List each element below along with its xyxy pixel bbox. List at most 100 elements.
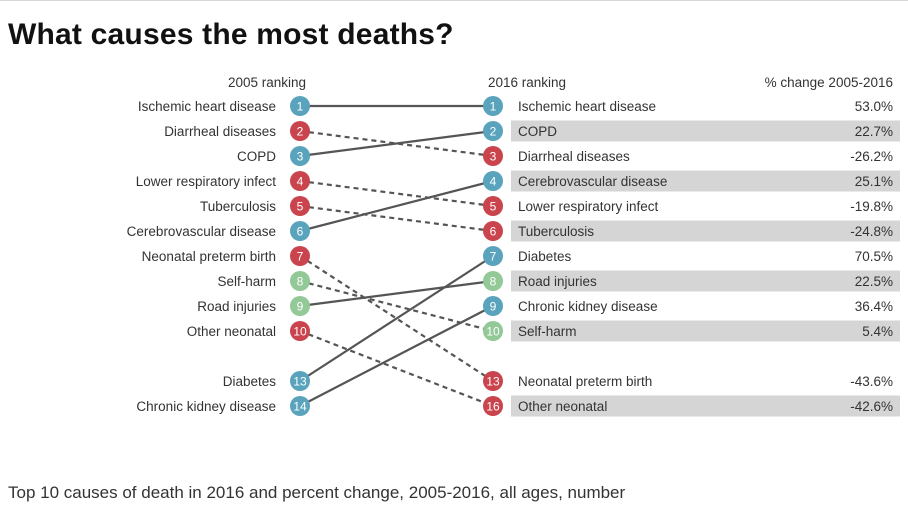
left-label-5: Tuberculosis — [200, 199, 276, 214]
left-rank-number-8: 8 — [297, 275, 304, 289]
right-label-13: Neonatal preterm birth — [518, 374, 652, 389]
left-rank-number-7: 7 — [297, 250, 304, 264]
percent-change-4: 25.1% — [855, 174, 893, 189]
link-14-to-9 — [299, 305, 494, 407]
percent-change-2: 22.7% — [855, 124, 893, 139]
link-13-to-7 — [299, 255, 494, 382]
left-rank-number-13: 13 — [293, 375, 307, 389]
right-label-4: Cerebrovascular disease — [518, 174, 667, 189]
left-rank-number-4: 4 — [297, 175, 304, 189]
left-label-14: Chronic kidney disease — [136, 399, 276, 414]
percent-change-5: -19.8% — [850, 199, 893, 214]
link-10-to-16 — [299, 329, 494, 408]
right-rank-number-5: 5 — [490, 200, 497, 214]
right-rank-number-6: 6 — [490, 225, 497, 239]
right-rank-marker-6 — [483, 221, 503, 241]
left-rank-marker-5 — [290, 196, 310, 216]
right-label-3: Diarrheal diseases — [518, 149, 630, 164]
right-rank-number-16: 16 — [486, 400, 500, 414]
row-band-10 — [511, 320, 900, 342]
right-label-16: Other neonatal — [518, 399, 607, 414]
percent-change-3: -26.2% — [850, 149, 893, 164]
link-8-to-10 — [299, 279, 494, 333]
left-rank-number-2: 2 — [297, 125, 304, 139]
left-label-4: Lower respiratory infect — [136, 174, 277, 189]
left-rank-number-10: 10 — [293, 325, 307, 339]
link-2-to-3 — [299, 129, 494, 158]
left-label-2: Diarrheal diseases — [164, 124, 276, 139]
left-rank-marker-7 — [290, 246, 310, 266]
right-rank-number-2: 2 — [490, 125, 497, 139]
right-label-1: Ischemic heart disease — [518, 99, 656, 114]
right-rank-number-13: 13 — [486, 375, 500, 389]
row-band-4 — [511, 170, 900, 192]
left-label-3: COPD — [237, 149, 276, 164]
percent-change-16: -42.6% — [850, 399, 893, 414]
left-rank-number-9: 9 — [297, 300, 304, 314]
left-label-1: Ischemic heart disease — [138, 99, 276, 114]
left-rank-marker-8 — [290, 271, 310, 291]
left-rank-number-6: 6 — [297, 225, 304, 239]
left-rank-marker-2 — [290, 121, 310, 141]
header-2005-ranking: 2005 ranking — [228, 75, 306, 90]
percent-change-7: 70.5% — [855, 249, 893, 264]
right-rank-marker-4 — [483, 171, 503, 191]
right-rank-marker-1 — [483, 96, 503, 116]
right-rank-marker-9 — [483, 296, 503, 316]
left-label-6: Cerebrovascular disease — [127, 224, 276, 239]
percent-change-8: 22.5% — [855, 274, 893, 289]
right-rank-marker-3 — [483, 146, 503, 166]
right-rank-marker-7 — [483, 246, 503, 266]
right-rank-marker-13 — [483, 371, 503, 391]
right-label-2: COPD — [518, 124, 557, 139]
right-rank-marker-8 — [483, 271, 503, 291]
right-label-5: Lower respiratory infect — [518, 199, 659, 214]
slope-chart: 2005 ranking 2016 ranking % change 2005-20… — [127, 75, 900, 417]
right-rank-number-9: 9 — [490, 300, 497, 314]
chart-title: What causes the most deaths? — [8, 18, 454, 51]
percent-change-1: 53.0% — [855, 99, 893, 114]
left-rank-marker-14 — [290, 396, 310, 416]
right-rank-number-7: 7 — [490, 250, 497, 264]
left-rank-marker-6 — [290, 221, 310, 241]
link-9-to-8 — [299, 279, 494, 308]
right-label-10: Self-harm — [518, 324, 577, 339]
percent-change-9: 36.4% — [855, 299, 893, 314]
right-label-7: Diabetes — [518, 249, 572, 264]
link-4-to-5 — [299, 179, 494, 208]
left-rank-marker-9 — [290, 296, 310, 316]
right-label-9: Chronic kidney disease — [518, 299, 658, 314]
row-band-16 — [511, 395, 900, 417]
row-band-6 — [511, 220, 900, 242]
percent-change-6: -24.8% — [850, 224, 893, 239]
percent-change-10: 5.4% — [862, 324, 893, 339]
right-rank-marker-5 — [483, 196, 503, 216]
right-rank-number-3: 3 — [490, 150, 497, 164]
left-rank-number-3: 3 — [297, 150, 304, 164]
link-7-to-13 — [299, 255, 494, 382]
left-label-13: Diabetes — [223, 374, 277, 389]
right-rank-number-10: 10 — [486, 325, 500, 339]
left-rank-number-14: 14 — [293, 400, 307, 414]
row-band-2 — [511, 120, 900, 142]
header-2016-ranking: 2016 ranking — [488, 75, 566, 90]
right-label-6: Tuberculosis — [518, 224, 594, 239]
left-rank-number-1: 1 — [297, 100, 304, 114]
chart-caption: Top 10 causes of death in 2016 and perce… — [8, 483, 626, 502]
right-rank-number-1: 1 — [490, 100, 497, 114]
right-rank-marker-2 — [483, 121, 503, 141]
left-rank-marker-13 — [290, 371, 310, 391]
left-rank-marker-1 — [290, 96, 310, 116]
left-label-7: Neonatal preterm birth — [142, 249, 276, 264]
percent-change-13: -43.6% — [850, 374, 893, 389]
right-rank-number-4: 4 — [490, 175, 497, 189]
header-percent-change: % change 2005-2016 — [765, 75, 893, 90]
left-label-8: Self-harm — [217, 274, 276, 289]
row-band-8 — [511, 270, 900, 292]
left-rank-number-5: 5 — [297, 200, 304, 214]
right-label-8: Road injuries — [518, 274, 597, 289]
left-label-9: Road injuries — [197, 299, 276, 314]
left-label-10: Other neonatal — [187, 324, 276, 339]
top-divider — [0, 0, 908, 1]
link-5-to-6 — [299, 204, 494, 233]
